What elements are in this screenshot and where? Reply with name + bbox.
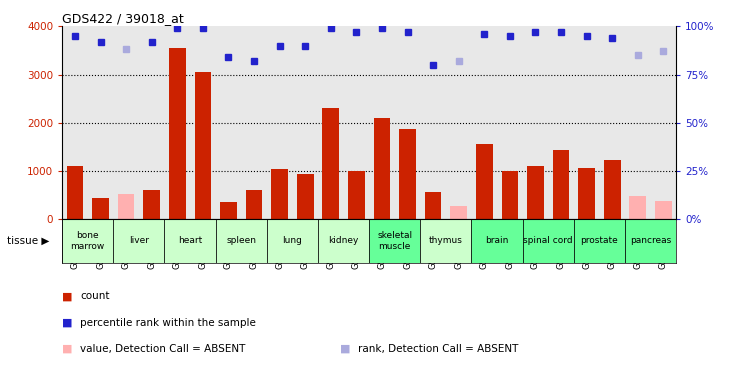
Text: GDS422 / 39018_at: GDS422 / 39018_at [62, 12, 184, 25]
Bar [164, 219, 216, 262]
Text: spinal cord: spinal cord [523, 237, 573, 246]
Bar [471, 219, 523, 262]
Bar [143, 190, 160, 219]
Bar [655, 201, 672, 219]
Bar [501, 171, 518, 219]
Text: tissue ▶: tissue ▶ [7, 236, 50, 246]
Text: spleen: spleen [226, 237, 257, 246]
Text: ■: ■ [62, 318, 72, 327]
Bar [271, 169, 288, 219]
Bar [297, 174, 314, 219]
Text: bone
marrow: bone marrow [71, 231, 105, 251]
Bar [246, 190, 262, 219]
Bar [267, 219, 318, 262]
Bar [399, 129, 416, 219]
Bar [322, 108, 339, 219]
Bar [523, 219, 574, 262]
Bar [578, 168, 595, 219]
Bar [369, 219, 420, 262]
Text: ■: ■ [62, 291, 72, 301]
Bar [374, 118, 390, 219]
Bar [67, 166, 83, 219]
Bar [420, 219, 471, 262]
Bar [216, 219, 267, 262]
Bar [92, 198, 109, 219]
Bar [62, 219, 113, 262]
Bar [220, 202, 237, 219]
Bar [348, 171, 365, 219]
Bar [476, 144, 493, 219]
Bar [574, 219, 625, 262]
Bar [118, 194, 135, 219]
Text: value, Detection Call = ABSENT: value, Detection Call = ABSENT [80, 344, 246, 354]
Bar [625, 219, 676, 262]
Bar [604, 160, 621, 219]
Bar [629, 196, 646, 219]
Text: percentile rank within the sample: percentile rank within the sample [80, 318, 257, 327]
Bar [527, 166, 544, 219]
Bar [113, 219, 164, 262]
Text: skeletal
muscle: skeletal muscle [377, 231, 412, 251]
Text: lung: lung [282, 237, 303, 246]
Text: thymus: thymus [429, 237, 463, 246]
Bar [318, 219, 369, 262]
Text: prostate: prostate [580, 237, 618, 246]
Bar [553, 150, 569, 219]
Text: rank, Detection Call = ABSENT: rank, Detection Call = ABSENT [358, 344, 518, 354]
Bar [194, 72, 211, 219]
Text: ■: ■ [62, 344, 72, 354]
Text: kidney: kidney [328, 237, 359, 246]
Bar [169, 48, 186, 219]
Text: heart: heart [178, 237, 202, 246]
Text: brain: brain [485, 237, 509, 246]
Text: pancreas: pancreas [630, 237, 671, 246]
Text: ■: ■ [340, 344, 350, 354]
Bar [425, 192, 442, 219]
Bar [450, 206, 467, 219]
Text: count: count [80, 291, 110, 301]
Text: liver: liver [129, 237, 149, 246]
